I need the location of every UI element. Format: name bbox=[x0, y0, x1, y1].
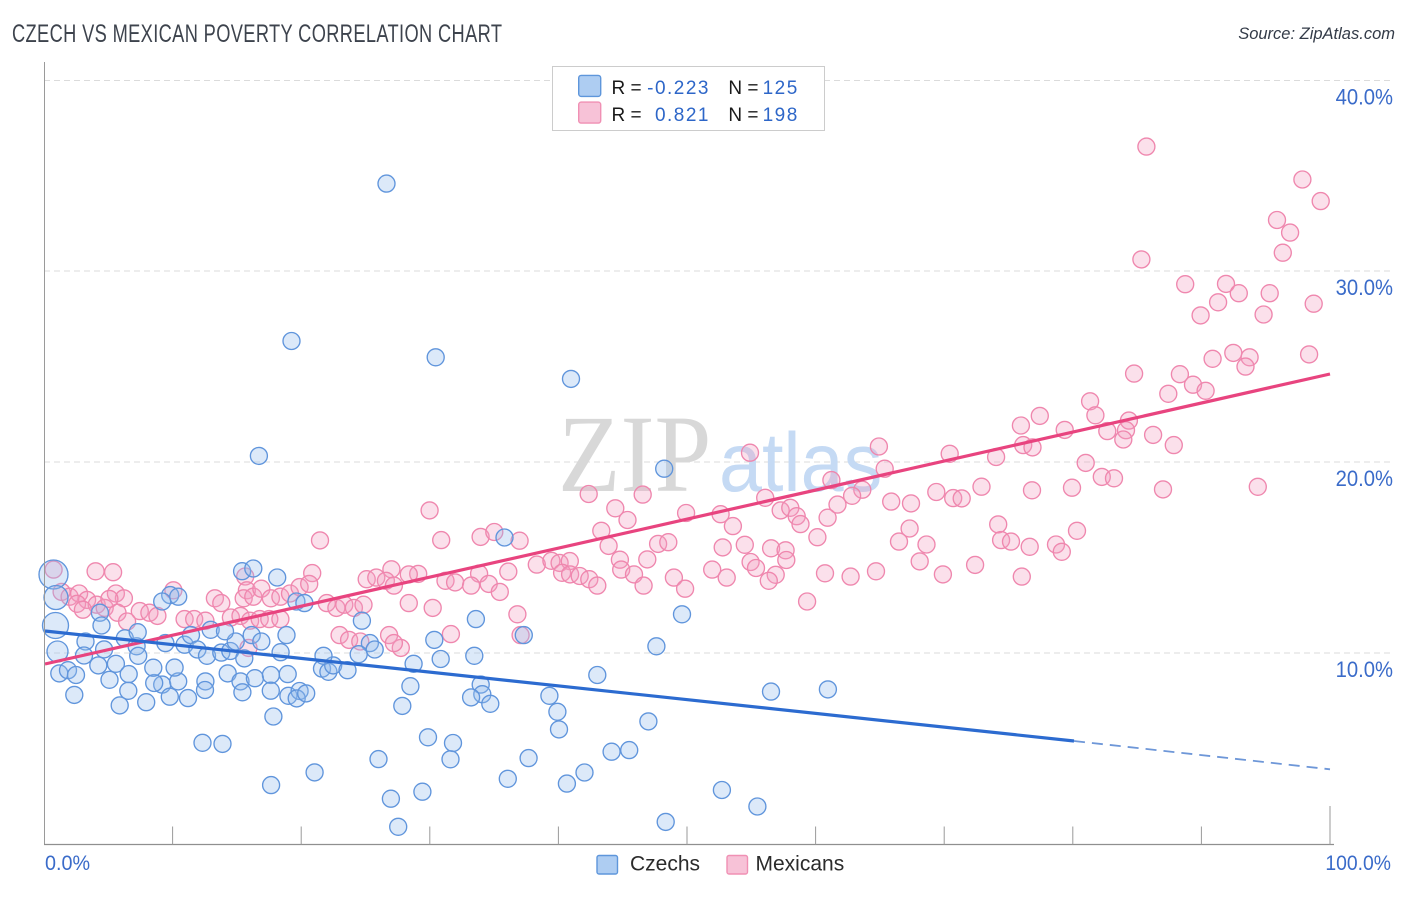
svg-text:20.0%: 20.0% bbox=[1336, 466, 1393, 491]
svg-text:R =: R = bbox=[612, 78, 642, 99]
svg-text:Source: ZipAtlas.com: Source: ZipAtlas.com bbox=[1238, 25, 1395, 43]
svg-text:R =: R = bbox=[612, 105, 642, 126]
svg-text:0.821: 0.821 bbox=[655, 105, 710, 126]
svg-text:30.0%: 30.0% bbox=[1336, 275, 1393, 300]
svg-text:N =: N = bbox=[728, 105, 758, 126]
svg-text:198: 198 bbox=[763, 105, 799, 126]
svg-text:Czechs: Czechs bbox=[630, 853, 700, 876]
svg-text:10.0%: 10.0% bbox=[1336, 657, 1393, 682]
svg-text:N =: N = bbox=[728, 78, 758, 99]
svg-text:Mexicans: Mexicans bbox=[756, 853, 845, 876]
svg-text:100.0%: 100.0% bbox=[1325, 851, 1391, 875]
svg-text:-0.223: -0.223 bbox=[647, 78, 710, 99]
svg-text:125: 125 bbox=[763, 78, 799, 99]
svg-text:CZECH VS MEXICAN POVERTY CORRE: CZECH VS MEXICAN POVERTY CORRELATION CHA… bbox=[12, 19, 502, 48]
svg-text:40.0%: 40.0% bbox=[1336, 85, 1393, 110]
svg-text:0.0%: 0.0% bbox=[45, 851, 90, 875]
